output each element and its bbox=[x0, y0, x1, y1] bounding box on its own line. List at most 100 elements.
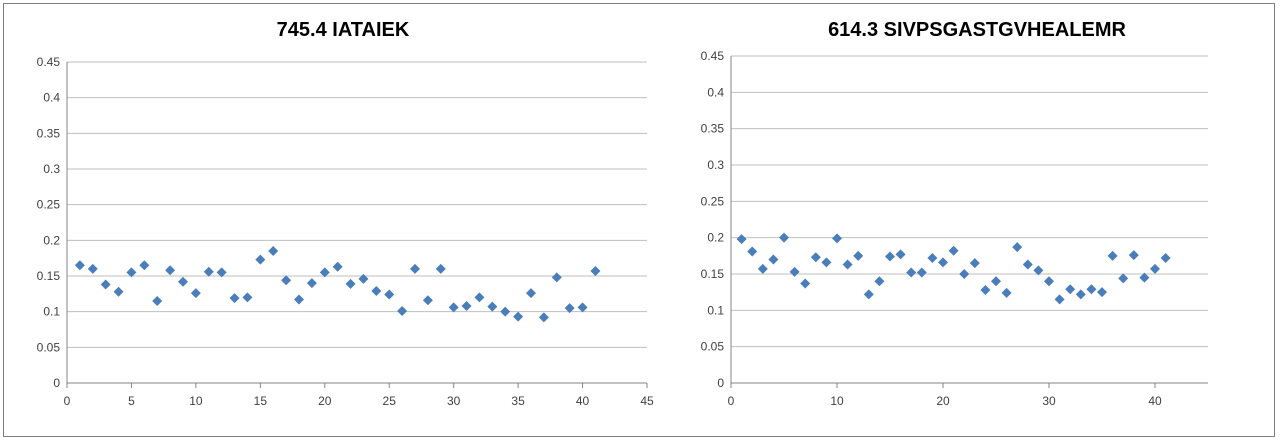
x-tick-label: 35 bbox=[511, 394, 525, 408]
data-point bbox=[229, 293, 240, 304]
data-point bbox=[435, 263, 446, 274]
data-point bbox=[113, 286, 124, 297]
data-point bbox=[948, 245, 959, 256]
y-tick-label: 0.4 bbox=[43, 91, 60, 105]
data-point bbox=[268, 246, 279, 257]
data-point bbox=[938, 257, 948, 268]
data-point bbox=[126, 267, 137, 278]
data-point bbox=[178, 276, 188, 287]
chart-title: 745.4 IATAIEK bbox=[277, 19, 410, 41]
x-tick-label: 5 bbox=[128, 394, 135, 408]
data-point bbox=[810, 252, 821, 263]
data-point bbox=[448, 302, 459, 313]
data-point bbox=[345, 278, 356, 289]
x-tick-label: 30 bbox=[447, 394, 461, 408]
data-point bbox=[789, 266, 800, 277]
data-point bbox=[969, 258, 980, 269]
data-point bbox=[906, 267, 917, 278]
data-point bbox=[87, 263, 98, 274]
y-tick-label: 0.35 bbox=[37, 126, 61, 140]
y-tick-label: 0.3 bbox=[707, 158, 724, 172]
y-tick-label: 0.25 bbox=[37, 198, 61, 212]
data-point bbox=[358, 273, 369, 284]
data-point bbox=[139, 260, 150, 271]
data-point bbox=[842, 259, 853, 270]
data-point bbox=[165, 265, 176, 276]
data-point bbox=[216, 267, 227, 278]
data-point bbox=[526, 288, 536, 299]
x-tick-label: 10 bbox=[830, 394, 844, 408]
data-point bbox=[1118, 273, 1129, 284]
data-point bbox=[1139, 272, 1150, 283]
figure-frame bbox=[3, 3, 1275, 437]
data-point bbox=[895, 249, 906, 260]
x-tick-label: 10 bbox=[189, 394, 203, 408]
y-tick-label: 0.15 bbox=[701, 267, 725, 281]
data-point bbox=[991, 276, 1001, 287]
x-tick-label: 30 bbox=[1042, 394, 1056, 408]
data-point bbox=[1012, 242, 1023, 253]
data-point bbox=[1086, 284, 1097, 295]
data-point bbox=[319, 267, 330, 278]
data-point bbox=[242, 292, 253, 303]
data-point bbox=[487, 301, 498, 312]
data-point bbox=[551, 272, 562, 283]
chart-title: 614.3 SIVPSGASTGVHEALEMR bbox=[828, 19, 1126, 41]
data-point bbox=[1022, 259, 1033, 270]
data-point bbox=[1001, 287, 1012, 298]
data-point bbox=[422, 295, 433, 306]
x-tick-label: 0 bbox=[64, 394, 71, 408]
y-tick-label: 0.4 bbox=[707, 85, 724, 99]
y-tick-label: 0 bbox=[717, 376, 724, 390]
data-point bbox=[1065, 284, 1076, 295]
data-point bbox=[397, 305, 408, 316]
y-tick-label: 0.25 bbox=[701, 194, 725, 208]
data-point bbox=[885, 251, 895, 262]
data-point bbox=[1054, 294, 1065, 305]
data-point bbox=[757, 263, 768, 274]
y-tick-label: 0.45 bbox=[701, 49, 725, 63]
data-point bbox=[959, 269, 970, 279]
data-point bbox=[853, 250, 864, 261]
data-point bbox=[564, 303, 575, 314]
data-point bbox=[832, 233, 842, 244]
data-point bbox=[590, 266, 601, 277]
y-tick-label: 0.3 bbox=[43, 162, 60, 176]
x-tick-label: 25 bbox=[383, 394, 397, 408]
data-point bbox=[1075, 289, 1086, 300]
y-tick-label: 0.2 bbox=[707, 231, 724, 245]
data-point bbox=[281, 275, 292, 286]
x-tick-label: 20 bbox=[936, 394, 950, 408]
x-tick-label: 15 bbox=[254, 394, 268, 408]
data-point bbox=[203, 266, 214, 277]
data-point bbox=[410, 263, 420, 274]
data-point bbox=[384, 289, 395, 300]
data-point bbox=[768, 254, 779, 265]
data-point bbox=[980, 284, 991, 295]
data-point bbox=[1150, 263, 1160, 274]
data-point bbox=[927, 253, 938, 264]
data-point bbox=[1033, 265, 1044, 276]
data-point bbox=[1128, 250, 1139, 261]
data-point bbox=[1097, 287, 1107, 298]
data-point bbox=[461, 300, 472, 311]
data-point bbox=[821, 257, 832, 268]
y-tick-label: 0.15 bbox=[37, 269, 61, 283]
data-point bbox=[371, 285, 382, 296]
data-point bbox=[874, 276, 885, 287]
data-point bbox=[1160, 253, 1171, 264]
y-tick-label: 0.05 bbox=[37, 340, 61, 354]
data-point bbox=[100, 279, 111, 290]
data-point bbox=[500, 306, 511, 317]
y-tick-label: 0.45 bbox=[37, 55, 61, 69]
data-point bbox=[474, 292, 485, 303]
data-point bbox=[779, 232, 789, 243]
chart-panel-right: 614.3 SIVPSGASTGVHEALEMR 0 0.05 0.1 0.15 0.2… bbox=[701, 19, 1208, 408]
data-point bbox=[294, 294, 304, 305]
x-tick-label: 40 bbox=[1148, 394, 1162, 408]
y-tick-label: 0 bbox=[53, 376, 60, 390]
data-point bbox=[1107, 250, 1118, 261]
y-tick-label: 0.05 bbox=[701, 340, 725, 354]
data-point bbox=[306, 278, 317, 289]
